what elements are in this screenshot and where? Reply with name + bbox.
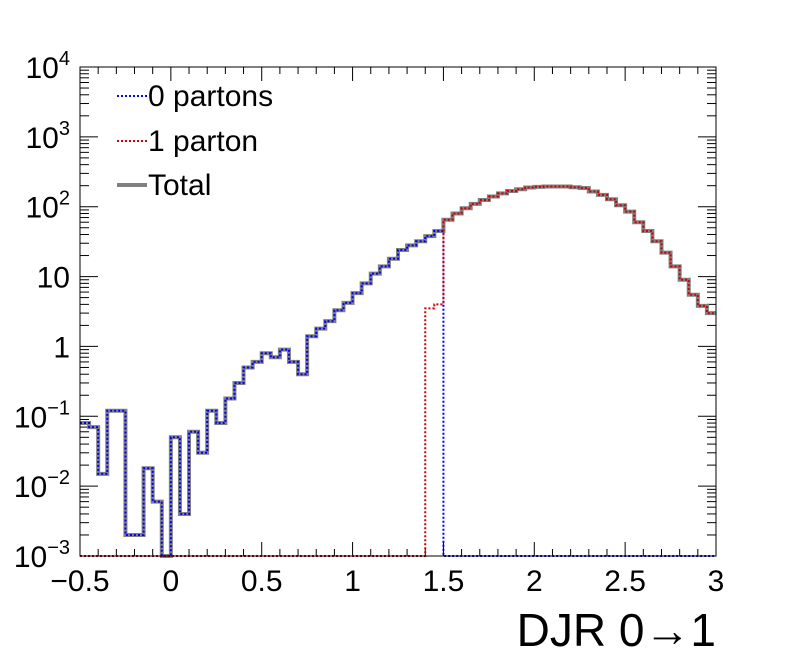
y-tick-labels: 10−3 10−2 10−1 1 10 102 103 104 — [14, 48, 70, 574]
x-tick-label: 2 — [526, 565, 543, 598]
x-tick-label: 1 — [344, 565, 361, 598]
legend-label-0-partons: 0 partons — [148, 80, 273, 113]
plot-frame — [79, 66, 717, 557]
y-tick-label: 104 — [26, 48, 71, 85]
x-tick-label: 3 — [708, 565, 725, 598]
y-tick-label: 10−3 — [14, 537, 70, 574]
x-axis-title: DJR 0→1 — [517, 604, 716, 656]
y-tick-label: 102 — [26, 188, 71, 225]
axis-ticks — [79, 66, 717, 557]
x-tick-label: 0 — [163, 565, 180, 598]
x-tick-label: 1.5 — [423, 565, 465, 598]
legend: 0 partons 1 parton Total — [117, 80, 273, 202]
y-tick-label: 1 — [53, 331, 70, 364]
x-tick-label: 0.5 — [241, 565, 283, 598]
y-tick-label: 10−2 — [14, 467, 70, 504]
y-tick-label: 10 — [37, 262, 70, 295]
x-tick-label: 2.5 — [604, 565, 646, 598]
y-tick-label: 103 — [26, 118, 71, 155]
x-tick-labels: −0.5 0 0.5 1 1.5 2 2.5 3 — [50, 565, 724, 598]
legend-label-1-parton: 1 parton — [148, 125, 258, 158]
legend-label-total: Total — [148, 169, 211, 202]
y-tick-label: 10−1 — [14, 397, 70, 434]
x-tick-label: −0.5 — [50, 565, 109, 598]
